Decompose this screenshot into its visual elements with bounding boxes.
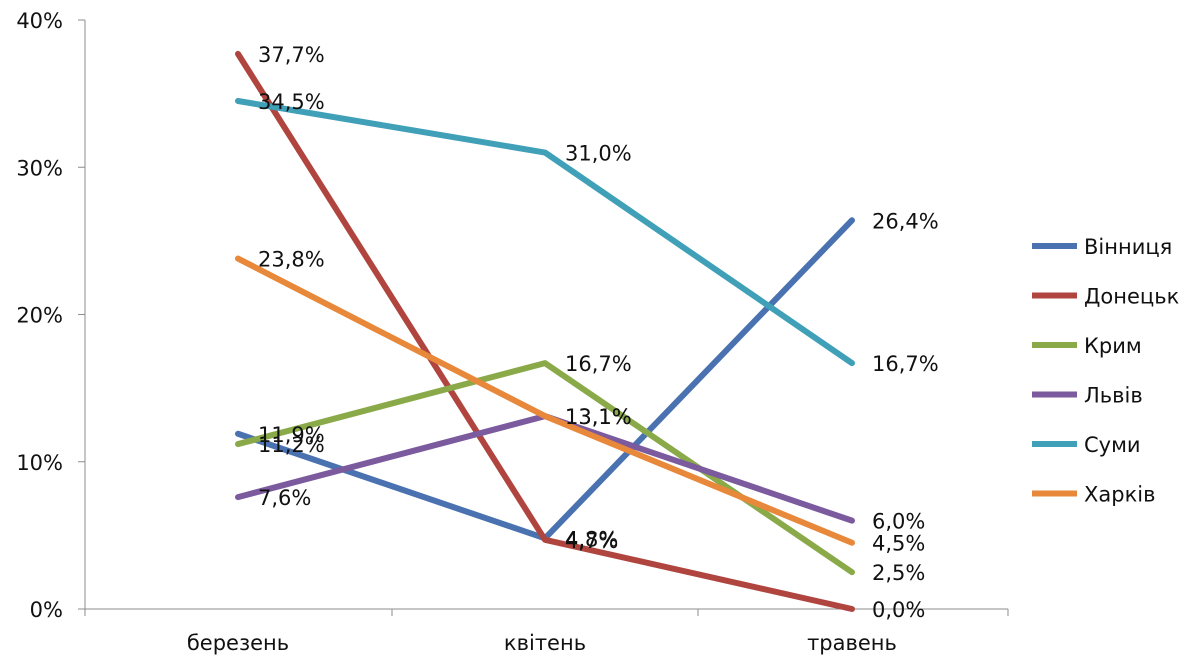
legend-label: Харків: [1084, 483, 1155, 507]
data-label: 13,1%: [565, 405, 632, 429]
data-label: 37,7%: [258, 43, 325, 67]
data-labels: 11,9% 4,8% 26,4% 37,7% 4,7% 0,0% 11,2% 16,7% 2,5…: [258, 43, 939, 622]
data-label: 11,9%: [258, 423, 325, 447]
data-label: 16,7%: [565, 352, 632, 376]
data-label: 13,1%: [565, 405, 632, 429]
y-tick-label: 10%: [16, 451, 63, 475]
data-label: 23,8%: [258, 248, 325, 272]
data-label: 26,4%: [872, 209, 939, 233]
y-tick-label: 20%: [16, 304, 63, 328]
data-label: 6,0%: [872, 510, 925, 534]
x-tick-label: травень: [807, 631, 897, 655]
data-label: 31,0%: [565, 142, 632, 166]
data-label: 2,5%: [872, 561, 925, 585]
y-tick-label: 0%: [30, 598, 63, 622]
legend: Вінниця Донецьк Крим Львів Суми Харків: [1032, 235, 1179, 507]
series-lines: [235, 50, 855, 612]
data-label: 4,8%: [565, 527, 618, 551]
legend-label: Суми: [1084, 433, 1141, 457]
data-label: 11,2%: [258, 433, 325, 457]
data-label: 4,7%: [565, 529, 618, 553]
y-tick-label: 30%: [16, 156, 63, 180]
data-label: 16,7%: [872, 352, 939, 376]
axes: 0% 10% 20% 30% 40% березень квітень травень: [16, 9, 1009, 655]
legend-label: Донецьк: [1084, 285, 1179, 309]
y-tick-label: 40%: [16, 9, 63, 33]
legend-label: Вінниця: [1084, 235, 1172, 259]
series-line: [235, 255, 855, 546]
x-tick-label: квітень: [504, 631, 586, 655]
data-label: 4,5%: [872, 532, 925, 556]
data-label: 34,5%: [258, 90, 325, 114]
legend-label: Львів: [1084, 384, 1143, 408]
x-tick-label: березень: [187, 631, 289, 655]
legend-label: Крим: [1084, 334, 1142, 358]
data-label: 7,6%: [258, 486, 311, 510]
series-line: [235, 50, 855, 612]
series-line: [235, 97, 855, 367]
data-label: 0,0%: [872, 598, 925, 622]
